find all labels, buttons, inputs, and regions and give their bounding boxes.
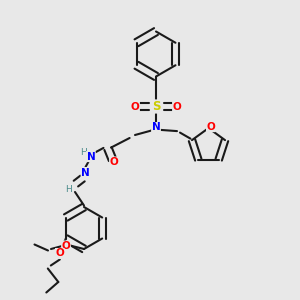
Text: O: O: [130, 101, 140, 112]
Text: H: H: [66, 185, 72, 194]
Text: N: N: [152, 122, 160, 133]
Text: O: O: [61, 241, 70, 251]
Text: O: O: [206, 122, 215, 132]
Text: H: H: [81, 148, 87, 157]
Text: S: S: [152, 100, 160, 113]
Text: N: N: [81, 167, 90, 178]
Text: N: N: [86, 152, 95, 162]
Text: O: O: [172, 101, 182, 112]
Text: O: O: [56, 248, 64, 259]
Text: O: O: [110, 157, 118, 167]
